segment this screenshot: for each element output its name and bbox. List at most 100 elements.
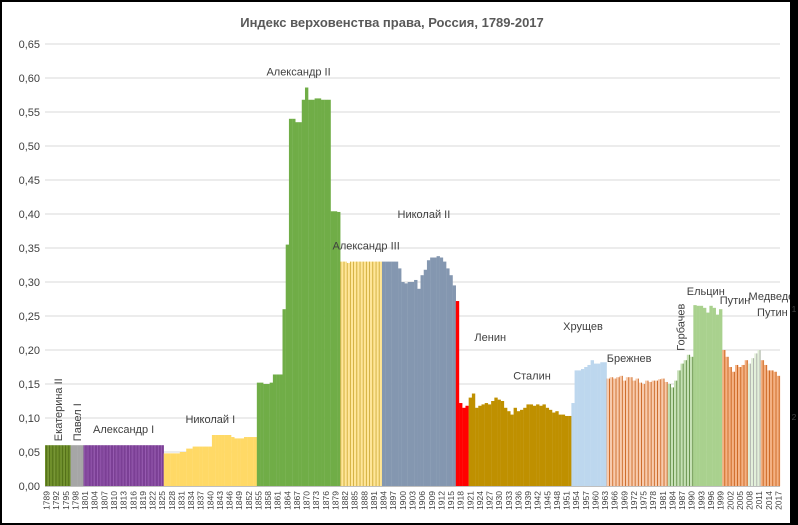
bar [89,445,94,486]
bar [539,405,543,486]
bar [767,370,771,486]
x-tick-label: 1852 [244,491,254,510]
bar [64,445,68,486]
bar [696,305,700,486]
bar [295,122,299,486]
ruler-label: Николай I [185,414,235,426]
bar [346,262,351,486]
x-tick-label: 1966 [610,491,620,510]
bar [449,275,453,486]
bar [160,445,164,486]
x-tick-label: 1990 [687,491,697,510]
x-tick-label: 1885 [350,491,360,510]
ruler-label: Екатерина II [53,378,65,441]
bar [243,437,248,486]
bar [484,403,489,486]
bar [269,382,274,486]
x-tick-label: 1882 [340,491,350,510]
bar [388,261,392,486]
bar [304,87,309,487]
bar [356,261,360,486]
bar [632,380,636,486]
bar [333,211,338,486]
x-tick-label: 1927 [485,491,495,510]
x-tick-label: 1879 [330,491,340,510]
x-tick-label: 1816 [128,491,138,510]
bar [545,407,550,486]
bar [176,453,180,486]
x-tick-label: 1975 [639,491,649,510]
bar [536,404,540,486]
bar [747,363,752,486]
bar [279,374,283,486]
bar [471,393,476,486]
bar [327,99,331,486]
bar [459,403,463,486]
bar [616,377,620,486]
bar [192,446,197,486]
bar [491,401,495,486]
bar [99,445,103,486]
bar [260,382,264,486]
bar [398,268,402,486]
bar [138,445,142,486]
bar [385,261,389,486]
x-tick-label: 1849 [234,491,244,510]
bar [263,384,267,486]
x-tick-label: 1888 [359,491,369,510]
bar [224,435,229,486]
ruler-label: Брежнев [607,353,652,365]
x-tick-label: 1900 [398,491,408,510]
x-tick-label: 1942 [533,491,543,510]
bar [211,435,216,486]
y-tick-label: 0,20 [19,345,40,357]
x-tick-label: 1810 [109,491,119,510]
ruler-label: Александр III [333,241,400,253]
x-tick-label: 2008 [745,491,755,510]
bar [272,374,277,486]
bar [513,407,517,486]
x-tick-label: 1813 [119,491,129,510]
bar [635,378,639,486]
x-tick-label: 1840 [205,491,215,510]
x-tick-label: 1981 [658,491,668,510]
bar [314,98,318,487]
bar [712,307,716,486]
x-tick-label: 1897 [388,491,398,510]
bar [706,312,710,486]
x-tick-label: 1894 [379,491,389,510]
y-tick-label: 0,25 [19,311,40,323]
y-tick-label: 0,35 [19,243,40,255]
y-tick-label: 0,00 [19,481,40,493]
bar [301,99,306,486]
bar [70,445,75,486]
bar [407,282,412,486]
x-tick-label: 1918 [456,491,466,510]
bar [497,399,501,486]
bar [677,370,681,486]
bar [353,261,357,486]
bar [658,379,662,486]
x-tick-label: 1789 [42,491,52,510]
x-tick-label: 1807 [99,491,109,510]
x-tick-label: 1801 [80,491,90,510]
bar [446,268,450,486]
bar [173,453,177,486]
bar [638,382,643,486]
bar [80,445,84,486]
ruler-label: Хрущев [563,321,603,333]
x-tick-label: 1891 [369,491,379,510]
bar [166,453,171,486]
x-tick-label: 1876 [321,491,331,510]
bar [581,369,585,486]
x-tick-label: 2014 [764,491,774,510]
bar [382,261,386,486]
x-tick-label: 1921 [465,491,475,510]
bar [722,350,726,486]
bar [253,437,257,486]
x-tick-label: 1795 [61,491,71,510]
bar [719,309,723,486]
bar [163,453,168,486]
bar [141,445,145,486]
